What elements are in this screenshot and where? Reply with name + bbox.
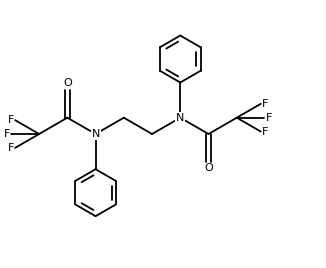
Text: N: N bbox=[91, 129, 100, 139]
Text: F: F bbox=[7, 115, 14, 125]
Text: F: F bbox=[262, 99, 268, 109]
Text: O: O bbox=[204, 163, 213, 173]
Text: O: O bbox=[63, 78, 72, 88]
Text: F: F bbox=[266, 113, 272, 123]
Text: N: N bbox=[176, 113, 185, 123]
Text: F: F bbox=[7, 143, 14, 153]
Text: F: F bbox=[4, 129, 10, 139]
Text: F: F bbox=[262, 126, 268, 137]
